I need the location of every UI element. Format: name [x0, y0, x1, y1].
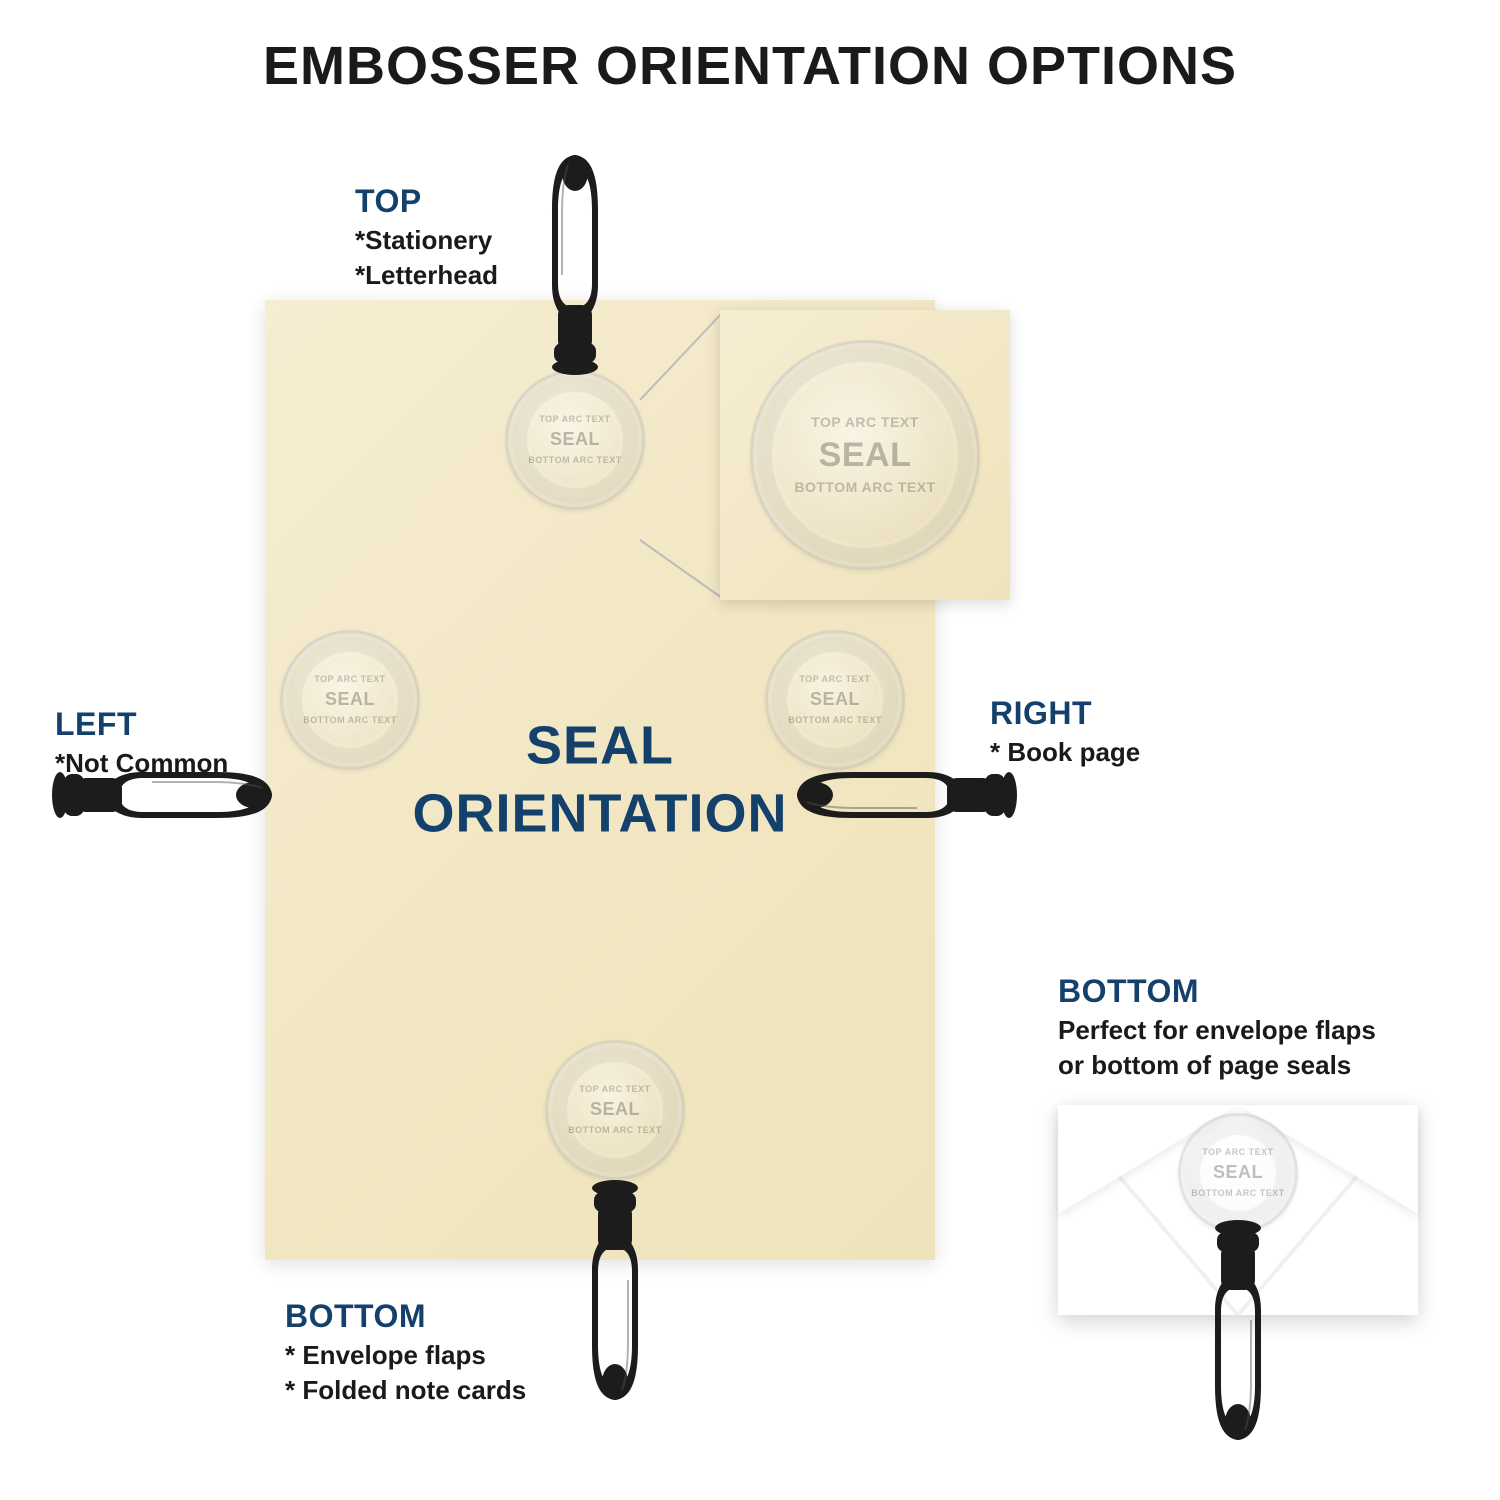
seal-text: TOP ARC TEXT SEAL BOTTOM ARC TEXT: [1191, 1147, 1285, 1198]
seal-top-arc: TOP ARC TEXT: [799, 674, 870, 684]
label-bottom-detail-line1: Perfect for envelope flaps: [1058, 1013, 1458, 1048]
seal-text: TOP ARC TEXT SEAL BOTTOM ARC TEXT: [568, 1084, 662, 1135]
seal-bottom-arc: BOTTOM ARC TEXT: [788, 715, 882, 725]
label-right-title: RIGHT: [990, 692, 1140, 735]
seal-impression-envelope: TOP ARC TEXT SEAL BOTTOM ARC TEXT: [1178, 1113, 1298, 1233]
label-top-line2: *Letterhead: [355, 258, 498, 293]
label-left-title: LEFT: [55, 703, 228, 746]
label-bottom-detail-line2: or bottom of page seals: [1058, 1048, 1458, 1083]
label-left: LEFT *Not Common: [55, 703, 228, 781]
label-right: RIGHT * Book page: [990, 692, 1140, 770]
seal-center-word: SEAL: [528, 429, 622, 451]
seal-bottom-arc: BOTTOM ARC TEXT: [568, 1125, 662, 1135]
seal-bottom-arc: BOTTOM ARC TEXT: [1191, 1188, 1285, 1198]
label-bottom-detail-title: BOTTOM: [1058, 970, 1458, 1013]
seal-top-arc: TOP ARC TEXT: [314, 674, 385, 684]
seal-text: TOP ARC TEXT SEAL BOTTOM ARC TEXT: [303, 674, 397, 725]
seal-center-word: SEAL: [303, 689, 397, 711]
seal-top-arc: TOP ARC TEXT: [539, 414, 610, 424]
envelope: TOP ARC TEXT SEAL BOTTOM ARC TEXT: [1058, 1105, 1418, 1315]
envelope-example: TOP ARC TEXT SEAL BOTTOM ARC TEXT: [1058, 1105, 1418, 1375]
seal-bottom-arc: BOTTOM ARC TEXT: [794, 479, 935, 495]
label-top-line1: *Stationery: [355, 223, 498, 258]
label-bottom-title: BOTTOM: [285, 1295, 526, 1338]
seal-center-word: SEAL: [788, 689, 882, 711]
label-bottom: BOTTOM * Envelope flaps * Folded note ca…: [285, 1295, 526, 1408]
seal-center-word: SEAL: [568, 1099, 662, 1121]
label-top: TOP *Stationery *Letterhead: [355, 180, 498, 293]
label-bottom-line1: * Envelope flaps: [285, 1338, 526, 1373]
seal-top-arc: TOP ARC TEXT: [579, 1084, 650, 1094]
seal-impression-zoom: TOP ARC TEXT SEAL BOTTOM ARC TEXT: [750, 340, 980, 570]
label-bottom-line2: * Folded note cards: [285, 1373, 526, 1408]
seal-top-arc: TOP ARC TEXT: [811, 414, 919, 430]
seal-top-arc: TOP ARC TEXT: [1202, 1147, 1273, 1157]
paper-center-label-line2: ORIENTATION: [413, 783, 788, 843]
paper-center-label-line1: SEAL: [526, 716, 674, 776]
seal-text: TOP ARC TEXT SEAL BOTTOM ARC TEXT: [528, 414, 622, 465]
seal-impression-bottom: TOP ARC TEXT SEAL BOTTOM ARC TEXT: [545, 1040, 685, 1180]
seal-text: TOP ARC TEXT SEAL BOTTOM ARC TEXT: [788, 674, 882, 725]
seal-bottom-arc: BOTTOM ARC TEXT: [528, 455, 622, 465]
seal-text: TOP ARC TEXT SEAL BOTTOM ARC TEXT: [794, 414, 935, 496]
label-bottom-detail: BOTTOM Perfect for envelope flaps or bot…: [1058, 970, 1458, 1083]
seal-impression-top: TOP ARC TEXT SEAL BOTTOM ARC TEXT: [505, 370, 645, 510]
label-top-title: TOP: [355, 180, 498, 223]
label-right-line1: * Book page: [990, 735, 1140, 770]
seal-bottom-arc: BOTTOM ARC TEXT: [303, 715, 397, 725]
paper-center-label: SEAL ORIENTATION: [413, 713, 788, 848]
seal-center-word: SEAL: [1191, 1162, 1285, 1184]
seal-center-word: SEAL: [794, 435, 935, 476]
label-left-line1: *Not Common: [55, 746, 228, 781]
seal-zoom-detail: TOP ARC TEXT SEAL BOTTOM ARC TEXT: [720, 310, 1010, 600]
page-title: EMBOSSER ORIENTATION OPTIONS: [0, 35, 1500, 97]
seal-impression-right: TOP ARC TEXT SEAL BOTTOM ARC TEXT: [765, 630, 905, 770]
seal-impression-left: TOP ARC TEXT SEAL BOTTOM ARC TEXT: [280, 630, 420, 770]
